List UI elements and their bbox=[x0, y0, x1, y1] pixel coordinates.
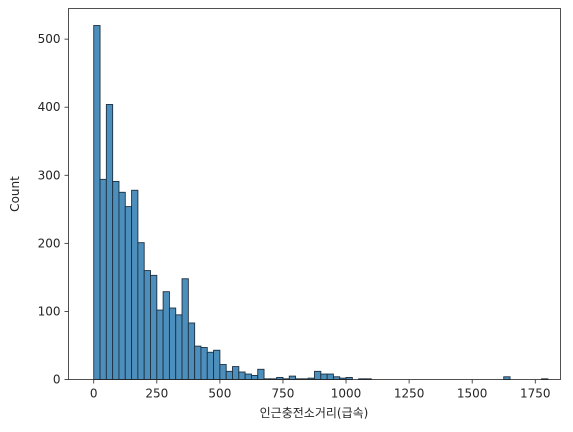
histogram-bar bbox=[244, 373, 252, 380]
y-tick-label: 200 bbox=[38, 236, 61, 250]
histogram-bar bbox=[118, 191, 126, 380]
x-tick-label: 1000 bbox=[331, 387, 362, 401]
x-tick-label: 1250 bbox=[394, 387, 425, 401]
y-tick-label: 500 bbox=[38, 32, 61, 46]
histogram-bar bbox=[131, 189, 139, 380]
histogram-bar bbox=[326, 373, 334, 380]
histogram-bar bbox=[175, 314, 183, 380]
x-tick-label: 1500 bbox=[457, 387, 488, 401]
histogram-bar bbox=[332, 376, 341, 380]
histogram-bar bbox=[124, 206, 133, 380]
histogram-bar bbox=[194, 345, 202, 380]
histogram-bar bbox=[225, 370, 233, 380]
histogram-bar bbox=[257, 368, 265, 380]
x-axis-label: 인근충전소거리(급속) bbox=[260, 406, 369, 420]
x-tick-label: 750 bbox=[272, 387, 295, 401]
histogram-bar bbox=[288, 375, 297, 380]
y-axis-label: Count bbox=[8, 176, 22, 212]
y-tick-label: 100 bbox=[38, 304, 61, 318]
histogram-bar bbox=[156, 309, 164, 380]
histogram-bar bbox=[112, 180, 120, 380]
histogram-bar bbox=[143, 270, 151, 380]
bars-group bbox=[93, 25, 549, 380]
histogram-bar bbox=[503, 376, 511, 380]
histogram-bar bbox=[150, 274, 158, 380]
histogram-bar bbox=[181, 278, 189, 380]
histogram-bar bbox=[238, 371, 246, 380]
x-tick-label: 0 bbox=[90, 387, 98, 401]
histogram-bar bbox=[200, 347, 208, 380]
histogram-bar bbox=[219, 364, 227, 380]
y-axis-ticks: 0 100 200 300 400 500 bbox=[38, 32, 69, 387]
histogram-bar bbox=[206, 351, 215, 380]
x-tick-label: 250 bbox=[145, 387, 168, 401]
x-axis-ticks: 0 250 500 750 1000 1250 1500 1750 bbox=[90, 379, 551, 401]
histogram-bar bbox=[168, 307, 177, 380]
histogram-bar bbox=[320, 373, 328, 380]
histogram-bar bbox=[232, 366, 240, 380]
histogram-bar bbox=[250, 374, 259, 380]
y-tick-label: 300 bbox=[38, 168, 61, 182]
plot-area-frame bbox=[68, 8, 561, 380]
histogram-bar bbox=[187, 322, 196, 380]
x-tick-label: 500 bbox=[208, 387, 231, 401]
histogram-bar bbox=[213, 349, 221, 380]
histogram-bar bbox=[99, 178, 107, 380]
y-tick-label: 0 bbox=[53, 373, 61, 387]
y-tick-label: 400 bbox=[38, 100, 61, 114]
histogram-bar bbox=[93, 25, 101, 380]
histogram-bar bbox=[314, 370, 322, 380]
x-tick-label: 1750 bbox=[520, 387, 551, 401]
histogram-bar bbox=[137, 242, 145, 380]
histogram-bar bbox=[105, 104, 114, 380]
histogram-bar bbox=[162, 291, 170, 380]
